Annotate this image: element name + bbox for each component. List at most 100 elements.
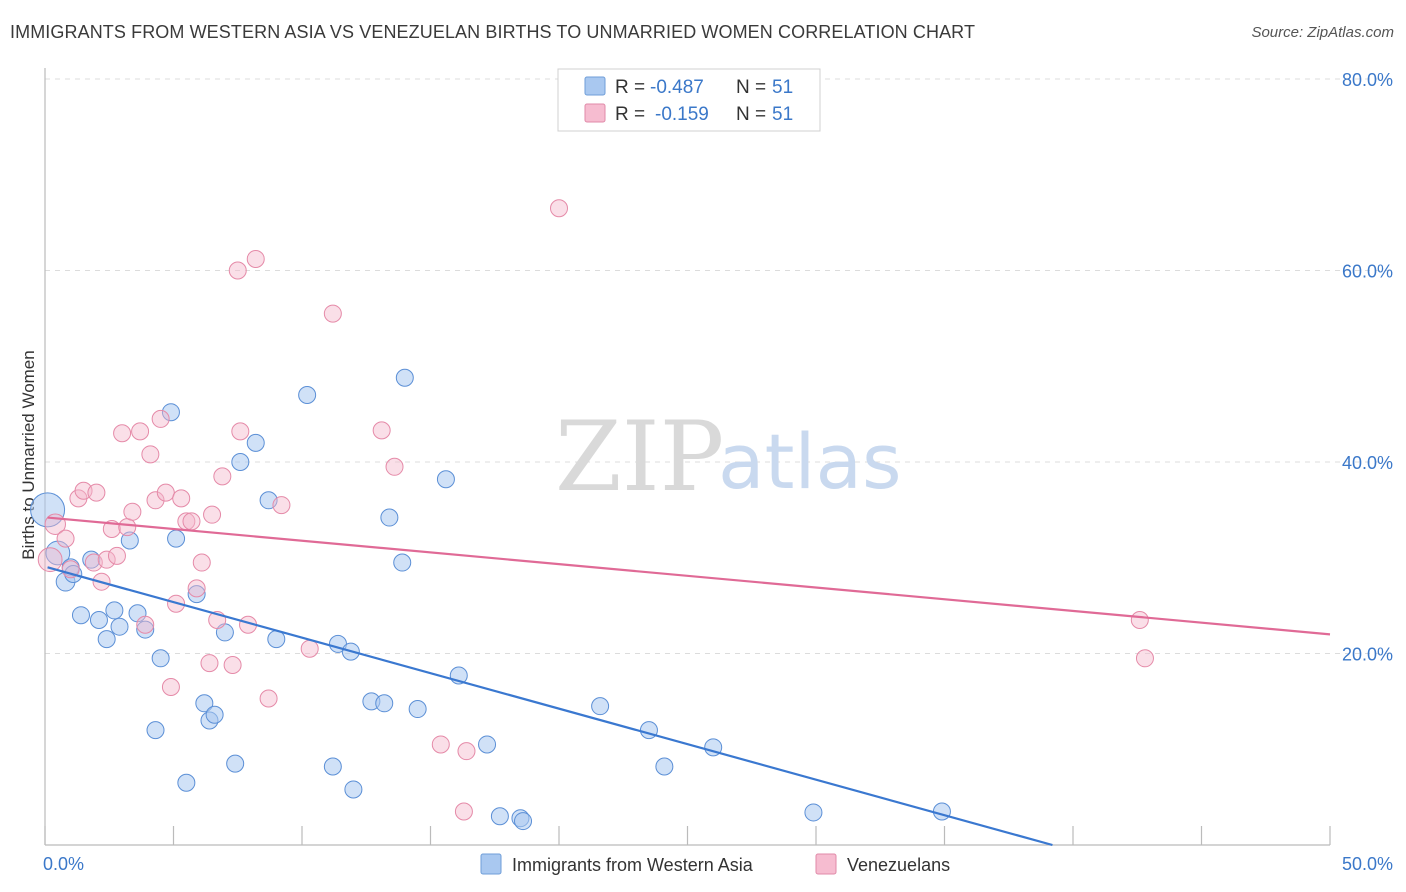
venezuelan-point xyxy=(231,422,250,441)
venezuelan-point xyxy=(141,445,160,464)
venezuelan-point xyxy=(172,489,191,508)
venezuelan-point xyxy=(223,655,242,674)
venezuelan-point xyxy=(161,678,180,697)
watermark: ZIP atlas xyxy=(555,401,902,513)
western-asia-point xyxy=(97,630,116,649)
x-tick-label: 0.0% xyxy=(43,854,84,874)
venezuelan-point xyxy=(146,491,165,510)
legend-label-venezuelans: Venezuelans xyxy=(847,855,950,875)
source-credit: Source: ZipAtlas.com xyxy=(1251,24,1394,41)
venezuelan-point xyxy=(246,250,265,269)
venezuelan-point xyxy=(123,502,142,521)
venezuelan-point xyxy=(97,550,116,569)
venezuelan-point xyxy=(550,199,568,218)
western-asia-point xyxy=(110,617,129,636)
chart-title: IMMIGRANTS FROM WESTERN ASIA VS VENEZUEL… xyxy=(10,22,976,42)
legend-swatch-blue xyxy=(584,76,606,96)
venezuelan-point xyxy=(200,654,219,673)
venezuelan-point xyxy=(131,422,150,441)
x-tick-labels: 0.0% 50.0% xyxy=(43,854,1393,874)
western-asia-point xyxy=(82,550,101,569)
western-asia-point xyxy=(298,385,317,404)
western-asia-point xyxy=(71,606,90,625)
western-asia-point xyxy=(195,694,214,713)
legend-r-value: -0.487 xyxy=(650,77,704,98)
western-asia-point xyxy=(478,735,497,754)
western-asia-point xyxy=(146,721,165,740)
western-asia-point xyxy=(105,601,124,620)
y-tick-label: 80.0% xyxy=(1342,70,1393,90)
venezuelan-point xyxy=(187,579,206,598)
western-asia-point xyxy=(804,803,823,822)
y-tick-label: 20.0% xyxy=(1342,645,1393,665)
western-asia-point xyxy=(187,585,206,604)
western-asia-point xyxy=(932,802,951,821)
venezuelan-point xyxy=(272,496,291,515)
western-asia-point xyxy=(490,807,509,826)
watermark-zip: ZIP xyxy=(555,401,724,513)
western-asia-point xyxy=(246,433,265,452)
western-asia-point xyxy=(323,757,342,776)
y-axis-label: Births to Unmarried Women xyxy=(19,350,38,559)
watermark-atlas: atlas xyxy=(718,417,902,506)
western-asia-point xyxy=(375,694,394,713)
venezuelan-point xyxy=(107,546,126,565)
x-tick-label: 50.0% xyxy=(1342,854,1393,874)
y-tick-labels: 20.0% 40.0% 60.0% 80.0% xyxy=(1342,70,1393,665)
venezuelan-point xyxy=(1135,649,1154,668)
trend-lines xyxy=(47,516,1331,847)
western-asia-point xyxy=(514,812,533,831)
venezuelan-point xyxy=(457,742,476,761)
legend-swatch-venezuelans xyxy=(815,853,837,875)
western-asia-point xyxy=(167,529,186,548)
y-tick-label: 40.0% xyxy=(1342,453,1393,473)
western-asia-point xyxy=(393,553,412,572)
venezuelan-point xyxy=(228,261,247,280)
legend-n-value: 51 xyxy=(772,104,793,125)
legend-r-label: R = xyxy=(615,104,645,125)
western-asia-point xyxy=(161,403,180,422)
venezuelan-point xyxy=(151,409,170,428)
y-tick-label: 60.0% xyxy=(1342,262,1393,282)
venezuelan-point xyxy=(118,518,137,537)
venezuelan-point xyxy=(136,615,155,634)
western-asia-point xyxy=(120,531,139,550)
legend-swatch-western-asia xyxy=(480,853,502,875)
western-asia-point xyxy=(89,610,108,629)
western-asia-point xyxy=(591,697,610,716)
venezuelan-point xyxy=(323,304,342,323)
western-asia-point xyxy=(344,780,363,799)
legend-n-value: 51 xyxy=(772,77,793,98)
legend-label-western-asia: Immigrants from Western Asia xyxy=(512,855,754,875)
venezuelan-point xyxy=(56,529,75,548)
western-asia-point xyxy=(151,649,170,668)
gridlines xyxy=(45,78,1395,654)
western-asia-point xyxy=(205,705,224,724)
western-asia-point xyxy=(231,453,250,471)
western-asia-point xyxy=(655,757,674,776)
legend-n-label: N = xyxy=(736,104,766,125)
correlation-legend: R = -0.487 N = 51 R = -0.159 N = 51 xyxy=(557,68,821,132)
western-asia-point xyxy=(380,508,399,527)
venezuelan-point xyxy=(87,483,106,502)
legend-swatch-pink xyxy=(584,103,606,123)
venezuelan-point xyxy=(259,689,278,708)
western-asia-point xyxy=(395,368,414,387)
western-asia-point xyxy=(408,700,427,719)
venezuelan-point xyxy=(213,467,232,486)
venezuelan-point xyxy=(203,505,222,524)
legend-r-label: R = xyxy=(615,77,645,98)
venezuelan-point xyxy=(113,424,132,443)
venezuelan-point xyxy=(431,735,450,754)
venezuelan-point xyxy=(192,553,211,572)
venezuelan-point xyxy=(385,457,404,476)
trend-line-western-asia xyxy=(47,566,1053,847)
axes xyxy=(44,68,1331,846)
western-asia-point xyxy=(177,773,196,792)
venezuelan-point xyxy=(182,512,201,531)
legend-r-value: -0.159 xyxy=(655,104,709,125)
venezuelan-point xyxy=(1130,610,1149,629)
venezuelan-point xyxy=(156,483,175,502)
venezuelan-point xyxy=(37,547,63,573)
